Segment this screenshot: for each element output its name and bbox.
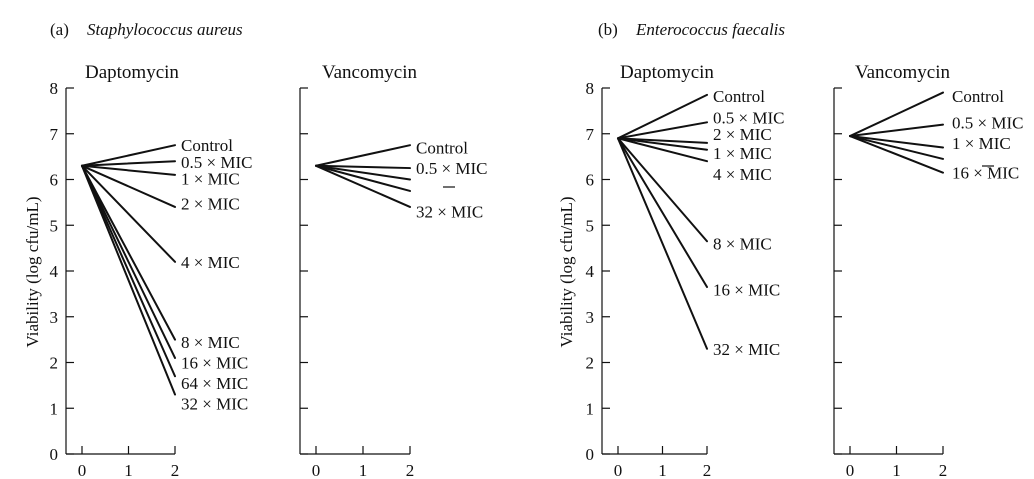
series-label: 16 × MIC [952, 164, 1019, 183]
y-tick-label: 7 [50, 125, 59, 144]
y-tick-label: 6 [50, 171, 59, 190]
series-label: 0.5 × MIC [416, 159, 487, 178]
series-label: 1 × MIC [713, 144, 772, 163]
y-tick-label: 2 [586, 354, 595, 373]
series-label: 1 × MIC [181, 170, 240, 189]
series-line [315, 164, 411, 192]
series-label: 32 × MIC [416, 203, 483, 222]
series-line [617, 137, 708, 151]
panel-a-label: (a) [50, 20, 69, 39]
panel-b-label: (b) [598, 20, 618, 39]
series-label: 0.5 × MIC [713, 109, 784, 128]
series-label: 0.5 × MIC [181, 153, 252, 172]
chart-a-ylabel: Viability (log cfu/mL) [23, 197, 42, 348]
series-line [617, 137, 708, 163]
x-tick-label: 2 [939, 461, 948, 479]
y-tick-label: 7 [586, 125, 595, 144]
x-tick-label: 0 [78, 461, 87, 479]
x-tick-label: 1 [359, 461, 368, 479]
x-tick-label: 0 [846, 461, 855, 479]
series-line [849, 135, 944, 149]
series-line [81, 164, 176, 341]
x-tick-label: 1 [892, 461, 901, 479]
chart-a-vancomycin-plot: 0 1 2 Control 0.5 × MIC 32 × MIC [299, 87, 487, 479]
panel-a-organism: Staphylococcus aureus [87, 20, 243, 39]
series-label: 16 × MIC [713, 280, 780, 299]
y-tick-label: 4 [50, 262, 59, 281]
series-label: 2 × MIC [713, 125, 772, 144]
series-line [617, 93, 708, 140]
x-tick-label: 2 [406, 461, 415, 479]
y-tick-label: 3 [50, 308, 59, 327]
series-line [849, 91, 944, 138]
series-line [81, 144, 176, 167]
series-label: 32 × MIC [713, 340, 780, 359]
series-label: 0.5 × MIC [952, 113, 1023, 132]
series-line [81, 164, 176, 263]
series-line [81, 164, 176, 378]
chart-b-ylabel: Viability (log cfu/mL) [557, 197, 576, 348]
series-label: 8 × MIC [713, 235, 772, 254]
chart-b-vancomycin-plot: 0 1 2 Control 0.5 × MIC 1 × MIC 16 × MIC [833, 87, 1023, 479]
y-tick-label: 1 [586, 399, 595, 418]
x-tick-label: 0 [312, 461, 321, 479]
series-label: 64 × MIC [181, 374, 248, 393]
series-line [81, 164, 176, 359]
y-tick-label: 5 [586, 216, 595, 235]
series-line [315, 164, 411, 170]
series-label: 1 × MIC [952, 134, 1011, 153]
series-label: 4 × MIC [181, 253, 240, 272]
series-line [617, 137, 708, 350]
series-label: 32 × MIC [181, 395, 248, 414]
series-line [81, 164, 176, 176]
series-label: 2 × MIC [181, 194, 240, 213]
series-label: Control [713, 87, 765, 106]
series-label: 16 × MIC [181, 354, 248, 373]
series-line [849, 135, 944, 160]
x-tick-label: 2 [171, 461, 180, 479]
series-line [617, 137, 708, 144]
x-tick-label: 1 [658, 461, 667, 479]
y-tick-label: 0 [50, 445, 59, 464]
series-line [315, 144, 411, 167]
series-label: Control [181, 136, 233, 155]
y-tick-label: 2 [50, 354, 59, 373]
y-tick-label: 1 [50, 399, 59, 418]
chart-a-dapto-title: Daptomycin [85, 62, 179, 83]
series-label: 8 × MIC [181, 333, 240, 352]
x-tick-label: 2 [703, 461, 712, 479]
series-line [617, 137, 708, 243]
series-line [81, 164, 176, 208]
series-label: 4 × MIC [713, 165, 772, 184]
series-line [617, 121, 708, 140]
series-line [849, 135, 944, 174]
series-line [315, 164, 411, 181]
series-line [617, 137, 708, 289]
chart-a-vanco-title: Vancomycin [322, 62, 417, 83]
series-line [81, 160, 176, 167]
y-tick-label: 0 [586, 445, 595, 464]
series-line [81, 164, 176, 396]
series-label: Control [952, 87, 1004, 106]
y-tick-label: 3 [586, 308, 595, 327]
panel-b-organism: Enterococcus faecalis [635, 20, 785, 39]
y-tick-label: 5 [50, 216, 59, 235]
series-line [315, 164, 411, 208]
y-tick-label: 8 [586, 79, 595, 98]
x-tick-label: 1 [124, 461, 133, 479]
series-label: Control [416, 138, 468, 157]
chart-b-dapto-title: Daptomycin [620, 62, 714, 83]
y-tick-label: 6 [586, 171, 595, 190]
y-tick-label: 8 [50, 79, 59, 98]
y-tick-label: 4 [586, 262, 595, 281]
series-line [849, 123, 944, 138]
chart-b-vanco-title: Vancomycin [855, 62, 950, 83]
x-tick-label: 0 [614, 461, 623, 479]
